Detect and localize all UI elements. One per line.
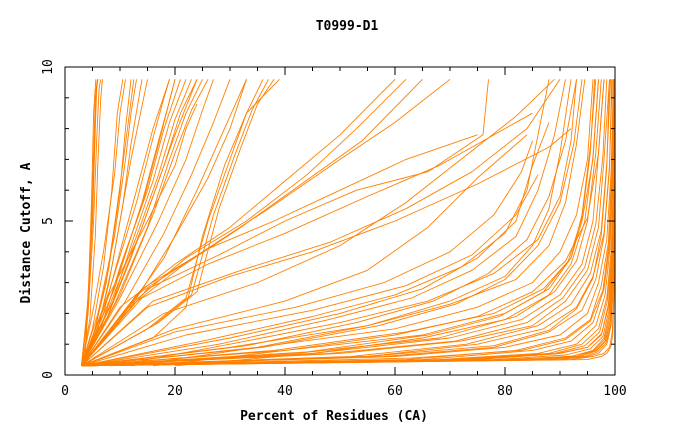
x-tick-label: 20 [167, 384, 183, 399]
series-line-6 [81, 79, 97, 366]
y-tick-label: 10 [41, 59, 56, 75]
series-line-53 [81, 79, 615, 367]
series-line-5 [83, 79, 99, 366]
series-line-66 [81, 79, 615, 367]
series-line-62 [81, 79, 602, 367]
series-line-79 [81, 79, 610, 367]
series-line-50 [81, 79, 610, 367]
x-tick-label: 100 [603, 384, 626, 399]
series-line-51 [81, 79, 613, 367]
series-line-85 [114, 79, 577, 367]
series-line-68 [81, 79, 616, 367]
series-line-80 [81, 79, 615, 367]
series-line-23 [81, 79, 214, 367]
series-line-26 [81, 79, 231, 367]
series-line-49 [81, 79, 605, 367]
series-line-27 [81, 79, 247, 367]
series-line-59 [81, 79, 616, 367]
series-line-35 [81, 78, 407, 367]
series-line-57 [81, 79, 616, 367]
tick-labels-group: 0 20 40 60 80 100 0 5 10 [41, 59, 627, 399]
series-line-73 [81, 79, 566, 367]
series-line-8 [81, 79, 124, 366]
series-line-54 [81, 79, 616, 367]
series-line-36 [81, 78, 423, 367]
series-line-58 [81, 79, 616, 367]
series-line-33 [81, 78, 280, 367]
series-line-25 [81, 79, 170, 366]
series-line-69 [81, 79, 616, 367]
series-line-40 [81, 112, 533, 367]
x-tick-label: 0 [61, 384, 69, 399]
series-line-55 [81, 79, 616, 367]
series-line-75 [81, 79, 583, 367]
series-line-47 [81, 79, 594, 367]
series-line-72 [81, 79, 550, 367]
series-line-34 [81, 78, 396, 367]
series-line-32 [81, 79, 275, 367]
series-line-86 [130, 79, 586, 367]
series-line-61 [81, 79, 597, 367]
series-line-44 [81, 134, 528, 367]
series-line-29 [81, 103, 198, 366]
chart-title: T0999-D1 [316, 19, 379, 34]
series-line-77 [81, 140, 533, 367]
series-line-10 [81, 79, 137, 366]
series-line-71 [81, 79, 616, 367]
series-line-65 [81, 79, 613, 367]
series-line-24 [81, 79, 176, 366]
series-line-48 [81, 79, 599, 367]
x-tick-label: 60 [387, 384, 403, 399]
series-line-70 [81, 79, 616, 367]
series-line-38 [81, 134, 478, 367]
series-line-39 [81, 79, 489, 367]
curves-group [81, 78, 616, 367]
series-line-60 [81, 79, 616, 367]
series-line-42 [81, 79, 561, 367]
series-line-37 [81, 78, 451, 367]
series-line-52 [81, 79, 614, 367]
series-line-22 [81, 79, 209, 367]
series-line-82 [81, 79, 616, 367]
x-tick-label: 40 [277, 384, 293, 399]
series-line-13 [81, 79, 148, 366]
y-axis-label: Distance Cutoff, A [19, 162, 34, 303]
series-line-18 [81, 79, 192, 366]
x-axis-label: Percent of Residues (CA) [240, 409, 428, 424]
ticks-group [64, 66, 616, 376]
series-line-43 [81, 78, 555, 367]
series-line-45 [81, 122, 550, 367]
series-line-81 [81, 79, 616, 367]
series-line-28 [81, 79, 247, 367]
y-tick-label: 0 [41, 371, 56, 379]
series-line-74 [81, 79, 577, 367]
series-line-4 [81, 79, 103, 366]
x-tick-label: 80 [497, 384, 513, 399]
series-line-84 [174, 79, 599, 367]
series-line-67 [81, 79, 615, 367]
series-line-83 [152, 79, 605, 367]
series-line-76 [81, 79, 596, 367]
y-tick-label: 5 [41, 217, 56, 225]
series-line-56 [81, 79, 616, 367]
series-line-78 [81, 174, 539, 367]
series-line-63 [81, 79, 608, 367]
